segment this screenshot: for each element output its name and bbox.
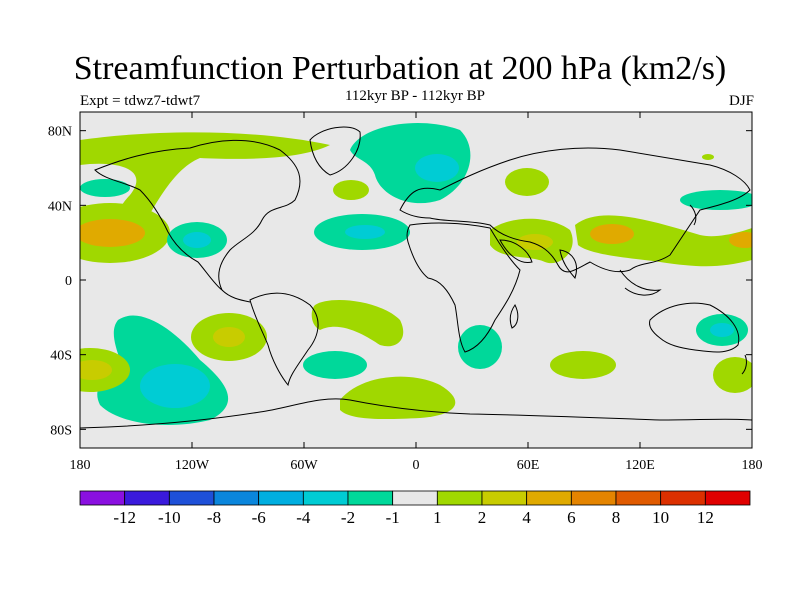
colorbar-label: -2 xyxy=(341,508,355,527)
colorbar-label: -4 xyxy=(296,508,311,527)
longitude-axis: 180 120W 60W 0 60E 120E 180 xyxy=(70,112,763,473)
contour-na-cyan-core xyxy=(183,232,211,248)
lat-tick-label: 80S xyxy=(50,423,72,438)
colorbar-swatch xyxy=(79,490,126,506)
colorbar-swatch xyxy=(347,490,394,506)
colorbar-swatch xyxy=(660,490,706,506)
contour-australia-core xyxy=(710,323,734,337)
contour-central-asia xyxy=(505,168,549,196)
lon-tick-label: 60W xyxy=(290,458,318,473)
coast-south-america xyxy=(249,292,319,387)
lon-tick-label: 120W xyxy=(175,458,210,473)
lat-tick-label: 40S xyxy=(50,349,72,364)
coast-madagascar xyxy=(509,304,519,329)
coast-north-america xyxy=(94,139,301,292)
experiment-label: Expt = tdwz7-tdwt7 xyxy=(80,93,201,109)
coast-europe-asia xyxy=(399,147,751,273)
colorbar-swatch xyxy=(481,490,528,506)
contour-southern-ocean xyxy=(340,376,456,420)
contour-indian-ocean xyxy=(550,351,616,379)
contour-south-pacific-big-core xyxy=(140,364,210,408)
coast-india xyxy=(559,249,577,280)
colorbar-swatch xyxy=(704,490,751,506)
coast-antarctica xyxy=(80,398,752,429)
coast-arabia xyxy=(499,239,533,264)
colorbar-swatch xyxy=(392,490,438,506)
contour-atlantic-core xyxy=(345,225,385,239)
colorbar-label: -1 xyxy=(386,508,400,527)
contour-north-atlantic xyxy=(350,122,471,204)
colorbar-label: 6 xyxy=(567,508,576,527)
colorbar-label: 4 xyxy=(522,508,531,527)
contour-south-atlantic-cyan xyxy=(303,351,367,379)
colorbar-swatch xyxy=(168,490,215,506)
colorbar-label: 1 xyxy=(433,508,442,527)
chart-subtitle: 112kyr BP - 112kyr BP xyxy=(344,88,485,104)
contour-north-pacific-east xyxy=(680,190,752,210)
colorbar-swatch xyxy=(570,490,617,506)
colorbar-label: 8 xyxy=(612,508,621,527)
colorbar-label: 2 xyxy=(478,508,487,527)
lon-tick-label: 120E xyxy=(625,458,655,473)
colorbar-swatch xyxy=(615,490,662,506)
lat-tick-label: 80N xyxy=(48,125,72,140)
coast-australia xyxy=(649,302,740,353)
contour-arctic-east xyxy=(702,154,714,160)
contour-south-africa xyxy=(458,325,502,369)
season-label: DJF xyxy=(728,93,754,109)
contour-fields xyxy=(80,122,752,425)
contour-atlantic-green xyxy=(333,180,369,200)
lat-tick-label: 0 xyxy=(65,274,72,289)
coast-africa xyxy=(406,222,521,353)
coast-new-zealand xyxy=(741,354,747,375)
colorbar: -12 -10 -8 -6 -4 -2 -1 1 2 4 6 8 10 12 xyxy=(79,490,751,527)
colorbar-label: 12 xyxy=(697,508,714,527)
coast-japan xyxy=(689,204,697,226)
colorbar-label: -6 xyxy=(252,508,266,527)
contour-south-pacific-a-core xyxy=(213,327,245,347)
latitude-axis: 80N 40N 0 40S 80S xyxy=(48,125,752,438)
colorbar-swatch xyxy=(302,490,349,506)
contour-west-edge-south-core xyxy=(80,360,112,380)
lon-tick-label: 60E xyxy=(517,458,540,473)
contour-scandinavia-core xyxy=(415,154,459,182)
lon-tick-label: 180 xyxy=(742,458,763,473)
contour-middle-east-core xyxy=(517,234,553,250)
coast-central-america xyxy=(221,289,251,303)
colorbar-label: -12 xyxy=(113,508,136,527)
lat-tick-label: 40N xyxy=(48,199,72,214)
chart-title: Streamfunction Perturbation at 200 hPa (… xyxy=(73,50,727,87)
colorbar-swatch xyxy=(258,490,304,506)
colorbar-swatch xyxy=(213,490,260,506)
contour-south-atlantic xyxy=(311,300,404,347)
contour-east-asia-core xyxy=(590,224,634,244)
coastlines xyxy=(80,126,752,429)
colorbar-label: -10 xyxy=(158,508,181,527)
contour-north-pacific-core xyxy=(80,219,145,247)
coast-se-asia xyxy=(619,269,662,296)
colorbar-swatch xyxy=(436,490,483,506)
contour-arctic-green xyxy=(80,179,130,197)
coast-greenland xyxy=(309,126,361,176)
colorbar-label: -8 xyxy=(207,508,221,527)
colorbar-swatch xyxy=(526,490,572,506)
contour-dateline-core xyxy=(729,232,752,248)
lon-tick-label: 180 xyxy=(70,458,91,473)
contour-nz-east xyxy=(713,357,752,393)
colorbar-swatch xyxy=(124,490,170,506)
lon-tick-label: 0 xyxy=(413,458,420,473)
colorbar-label: 10 xyxy=(652,508,669,527)
